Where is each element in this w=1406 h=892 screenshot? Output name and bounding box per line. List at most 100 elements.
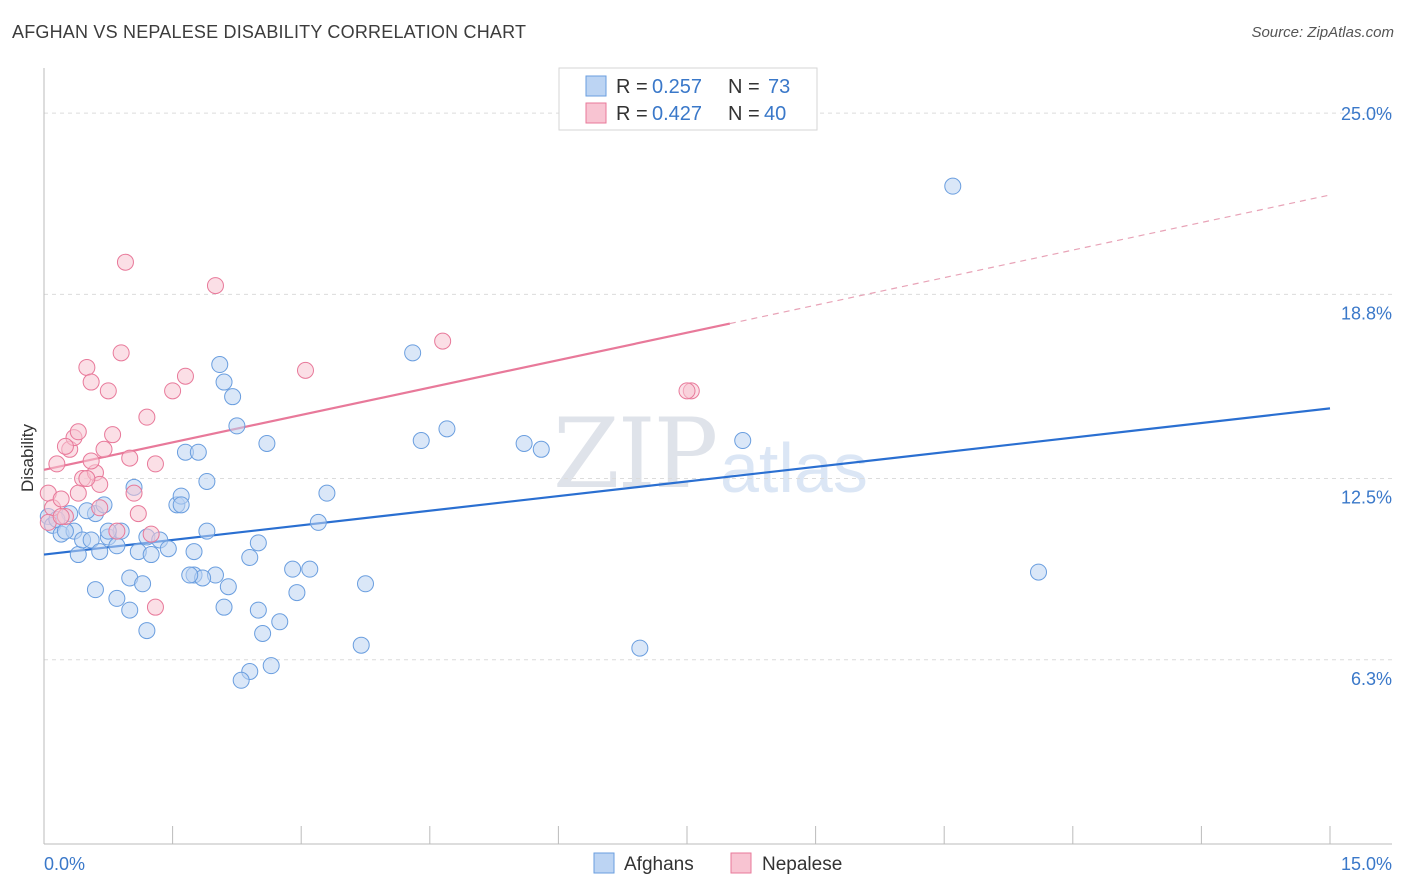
point-afghans <box>271 613 289 631</box>
point-afghans <box>159 540 177 558</box>
bottom-legend-swatch-nepalese <box>730 852 752 874</box>
point-nepalese <box>434 332 452 350</box>
trend-nepalese <box>43 322 731 471</box>
legend-n-value-1: 73 <box>768 76 790 98</box>
point-nepalese <box>129 505 147 523</box>
point-afghans <box>532 440 550 458</box>
point-afghans <box>1030 563 1048 581</box>
point-afghans <box>438 420 456 438</box>
point-afghans <box>284 560 302 578</box>
x-tick-label-max: 15.0% <box>1341 854 1392 874</box>
point-afghans <box>232 671 250 689</box>
point-afghans <box>134 575 152 593</box>
point-afghans <box>515 434 533 452</box>
point-afghans <box>181 566 199 584</box>
legend-r-label-2: R = <box>616 103 648 125</box>
source-label: Source: ZipAtlas.com <box>1251 24 1394 41</box>
point-afghans <box>86 581 104 599</box>
point-nepalese <box>99 382 117 400</box>
legend-n-value-2: 40 <box>764 103 786 125</box>
point-nepalese <box>296 361 314 379</box>
point-nepalese <box>121 449 139 467</box>
point-nepalese <box>69 423 87 441</box>
point-nepalese <box>146 598 164 616</box>
point-afghans <box>91 543 109 561</box>
point-afghans <box>185 543 203 561</box>
point-afghans <box>734 432 752 450</box>
trend-afghans <box>43 407 1331 556</box>
point-nepalese <box>69 484 87 502</box>
point-afghans <box>258 434 276 452</box>
point-nepalese <box>52 508 70 526</box>
point-nepalese <box>108 522 126 540</box>
point-afghans <box>108 589 126 607</box>
legend-r-value-2: 0.427 <box>652 103 702 125</box>
point-nepalese <box>82 373 100 391</box>
point-afghans <box>138 622 156 640</box>
point-nepalese <box>82 452 100 470</box>
legend-swatch-nepalese <box>585 102 607 124</box>
point-afghans <box>219 578 237 596</box>
point-afghans <box>215 598 233 616</box>
y-axis-title: Disability <box>18 423 37 492</box>
point-nepalese <box>78 358 96 376</box>
point-afghans <box>404 344 422 362</box>
y-tick-label: 18.8% <box>1341 303 1392 323</box>
point-nepalese <box>78 470 96 488</box>
point-nepalese <box>678 382 696 400</box>
axes <box>43 68 1392 845</box>
point-afghans <box>172 496 190 514</box>
point-afghans <box>301 560 319 578</box>
point-afghans <box>249 601 267 619</box>
point-afghans <box>412 432 430 450</box>
legend-n-label-2: N = <box>728 103 760 125</box>
point-afghans <box>944 177 962 195</box>
point-afghans <box>198 472 216 490</box>
point-nepalese <box>112 344 130 362</box>
point-afghans <box>288 584 306 602</box>
point-afghans <box>198 522 216 540</box>
point-nepalese <box>206 277 224 295</box>
trend-nepalese-extension <box>729 194 1331 325</box>
point-afghans <box>108 537 126 555</box>
point-afghans <box>254 624 272 642</box>
point-afghans <box>262 657 280 675</box>
point-afghans <box>357 575 374 593</box>
watermark-zip: ZIP <box>553 398 718 510</box>
point-afghans <box>142 546 160 564</box>
point-afghans <box>82 531 100 549</box>
point-afghans <box>69 546 87 564</box>
point-afghans <box>352 636 370 654</box>
legend-swatch-afghans <box>585 75 607 97</box>
y-tick-label: 6.3% <box>1351 669 1392 689</box>
data-points <box>39 177 1048 689</box>
point-afghans <box>215 373 233 391</box>
bottom-legend-afghans: Afghans <box>624 854 694 875</box>
point-afghans <box>56 522 74 540</box>
top-legend: R = 0.257 N = 73 R = 0.427 N = 40 <box>558 67 818 131</box>
point-nepalese <box>116 253 134 271</box>
point-nepalese <box>164 382 182 400</box>
y-tick-label: 12.5% <box>1341 488 1392 508</box>
bottom-legend-nepalese: Nepalese <box>762 854 842 875</box>
point-afghans <box>318 484 336 502</box>
trend-lines <box>43 194 1331 556</box>
point-nepalese <box>91 499 109 517</box>
bottom-legend: Afghans Nepalese <box>593 852 842 875</box>
point-afghans <box>211 356 229 374</box>
point-nepalese <box>176 367 194 385</box>
point-nepalese <box>142 525 160 543</box>
point-afghans <box>249 534 267 552</box>
point-afghans <box>228 417 246 435</box>
x-tick-label-min: 0.0% <box>44 854 85 874</box>
point-afghans <box>631 639 649 657</box>
point-nepalese <box>138 408 156 426</box>
point-afghans <box>121 601 139 619</box>
point-afghans <box>224 388 242 406</box>
chart-title: AFGHAN VS NEPALESE DISABILITY CORRELATIO… <box>12 22 527 42</box>
legend-n-label-1: N = <box>728 76 760 98</box>
point-nepalese <box>56 437 74 455</box>
gridlines <box>44 112 1392 661</box>
point-nepalese <box>52 490 70 508</box>
